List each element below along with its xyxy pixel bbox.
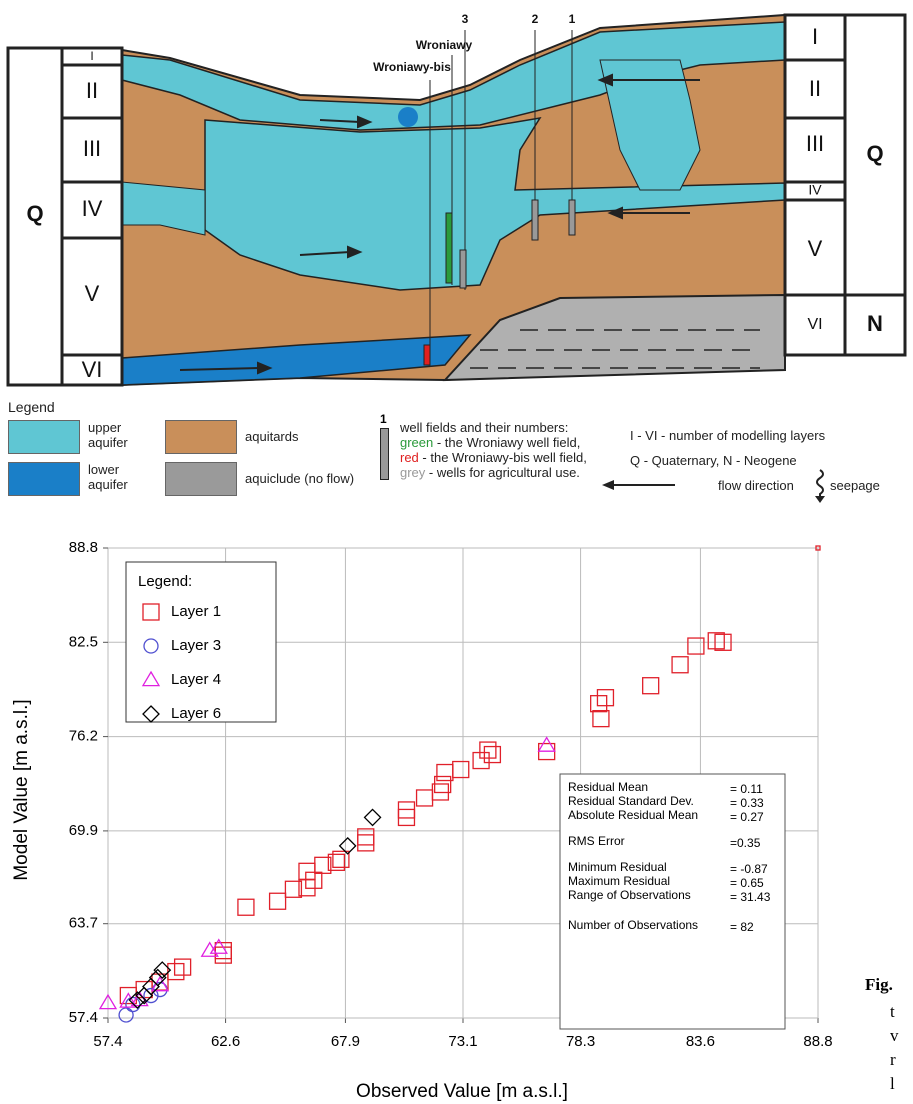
era-label: Q — [26, 201, 43, 226]
layer-label: IV — [808, 182, 822, 198]
era-label: N — [867, 311, 883, 336]
legend-title: Legend: — [138, 573, 192, 590]
caption-fragments: t v r l — [890, 1000, 899, 1096]
layer-label: I — [90, 49, 93, 63]
swatch — [8, 420, 80, 454]
stat-label: Residual Mean — [568, 780, 648, 794]
note: Q - Quaternary, N - Neogene — [630, 453, 797, 468]
well-number: 2 — [532, 12, 539, 26]
x-tick-label: 62.6 — [211, 1033, 240, 1050]
stat-value: = 31.43 — [730, 890, 771, 904]
legend-item: aquiclude (no flow) — [245, 471, 354, 486]
x-tick-label: 67.9 — [331, 1033, 360, 1050]
x-tick-label: 57.4 — [93, 1033, 122, 1050]
well-name: Wroniawy — [416, 38, 473, 52]
well-screen — [446, 213, 452, 283]
layer-label: II — [86, 78, 98, 103]
stat-label: Number of Observations — [568, 918, 698, 932]
cross-section: Q I II III IV V VI I II III IV V VI Q N … — [0, 0, 913, 395]
flow-arrow-icon — [600, 470, 720, 500]
legend-item: aquitards — [245, 429, 298, 444]
y-tick-label: 88.8 — [69, 539, 98, 556]
layer-label: V — [808, 236, 823, 261]
well-line: grey - wells for agricultural use. — [400, 465, 587, 480]
caption-fragment: v — [890, 1024, 899, 1048]
caption-fragment: t — [890, 1000, 899, 1024]
stat-value: = 0.27 — [730, 810, 764, 824]
well-icon — [380, 428, 389, 480]
layer-label: III — [83, 136, 101, 161]
x-tick-label: 83.6 — [686, 1033, 715, 1050]
swatch — [165, 420, 237, 454]
well-legend: well fields and their numbers: green - t… — [400, 420, 587, 480]
y-tick-label: 69.9 — [69, 822, 98, 839]
swatch — [8, 462, 80, 496]
caption-label: Fig. — [865, 975, 893, 995]
well-text: - the Wroniawy well field, — [433, 435, 580, 450]
caption-fragment: l — [890, 1072, 899, 1096]
color-word: red — [400, 450, 419, 465]
x-tick-label: 78.3 — [566, 1033, 595, 1050]
stat-label: Maximum Residual — [568, 874, 670, 888]
layer-label: III — [806, 131, 824, 156]
stat-value: =0.35 — [730, 836, 761, 850]
y-tick-label: 76.2 — [69, 728, 98, 745]
well-screen — [569, 200, 575, 235]
stat-value: = 0.11 — [730, 782, 763, 796]
color-word: green — [400, 435, 433, 450]
well-number: 1 — [569, 12, 576, 26]
stat-value: = 82 — [730, 920, 754, 934]
note: I - VI - number of modelling layers — [630, 428, 825, 443]
y-tick-label: 82.5 — [69, 633, 98, 650]
y-tick-label: 63.7 — [69, 915, 98, 932]
x-tick-label: 73.1 — [448, 1033, 477, 1050]
legend-label: Layer 6 — [171, 705, 221, 722]
legend-label: Layer 1 — [171, 603, 221, 620]
well-screen — [532, 200, 538, 240]
era-label: Q — [866, 141, 883, 166]
chart: Observed Value [m a.s.l.] Model Value [m… — [0, 520, 860, 1104]
legend-label: Layer 3 — [171, 637, 221, 654]
well-line: red - the Wroniawy-bis well field, — [400, 450, 587, 465]
well-screen — [460, 250, 466, 288]
note: seepage — [830, 478, 880, 493]
note: flow direction — [718, 478, 794, 493]
legend-item: upper aquifer — [88, 420, 158, 450]
well-number: 1 — [380, 412, 387, 426]
y-axis-title: Model Value [m a.s.l.] — [11, 699, 32, 880]
well-number: 3 — [462, 12, 469, 26]
stat-label: RMS Error — [568, 834, 625, 848]
swatch — [165, 462, 237, 496]
layer-label: VI — [807, 316, 822, 333]
legend-item: lower aquifer — [88, 462, 158, 492]
y-tick-label: 57.4 — [69, 1009, 98, 1026]
stat-value: = 0.33 — [730, 796, 764, 810]
stat-label: Absolute Residual Mean — [568, 808, 698, 822]
layer-label: I — [812, 24, 818, 49]
well-name: Wroniawy-bis — [373, 60, 451, 74]
stat-value: = -0.87 — [730, 862, 768, 876]
lake — [398, 107, 418, 127]
x-axis-title: Observed Value [m a.s.l.] — [356, 1081, 568, 1102]
stat-label: Minimum Residual — [568, 860, 667, 874]
color-word: grey — [400, 465, 425, 480]
stat-label: Range of Observations — [568, 888, 691, 902]
legend-title: Legend — [8, 400, 55, 415]
layer-label: II — [809, 76, 821, 101]
layer-label: IV — [82, 196, 103, 221]
well-line: green - the Wroniawy well field, — [400, 435, 587, 450]
well-text: - wells for agricultural use. — [425, 465, 580, 480]
seepage-icon — [812, 468, 828, 504]
well-heading: well fields and their numbers: — [400, 420, 587, 435]
legend-label: Layer 4 — [171, 671, 221, 688]
x-tick-label: 88.8 — [803, 1033, 832, 1050]
well-screen — [424, 345, 430, 365]
layer-label: V — [85, 281, 100, 306]
layer-label: VI — [82, 357, 103, 382]
stat-label: Residual Standard Dev. — [568, 794, 694, 808]
well-text: - the Wroniawy-bis well field, — [419, 450, 587, 465]
caption-fragment: r — [890, 1048, 899, 1072]
page: {"diagram":{"left_column":{"era":"Q","la… — [0, 0, 913, 1104]
stat-value: = 0.65 — [730, 876, 764, 890]
